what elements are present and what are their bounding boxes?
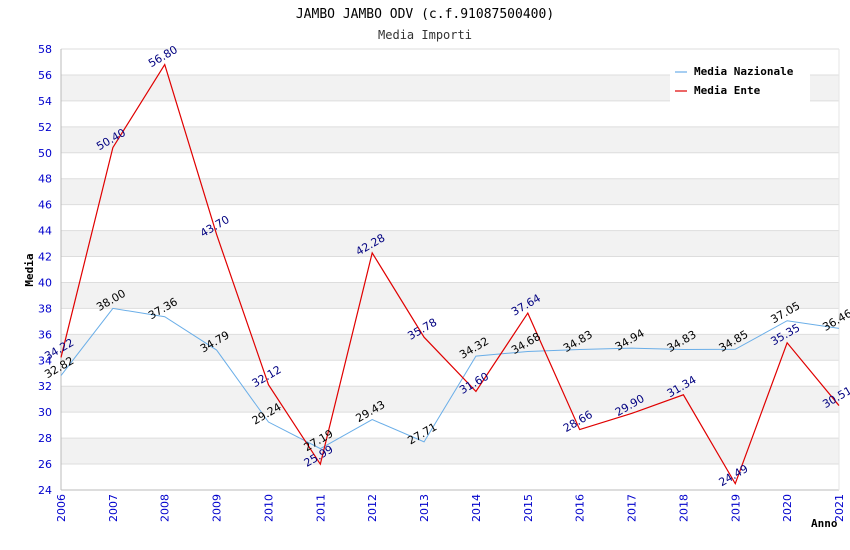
y-tick-labels: 24 26 28 30 32 34 36 38 40 42 44 46 48 50 52 54 56 58 [38, 43, 52, 497]
y-tick-label: 36 [38, 328, 52, 341]
series-line-ente [60, 63, 840, 486]
y-tick-label: 34 [38, 354, 52, 367]
grid-band [61, 256, 839, 283]
y-tick-label: 58 [38, 43, 52, 56]
y-tick-label: 32 [38, 380, 52, 393]
x-tick-label: 2010 [262, 494, 275, 522]
grid-band [61, 230, 839, 257]
legend-label-nazionale: Media Nazionale [694, 65, 794, 78]
grid-band [61, 438, 839, 465]
y-axis-label: Media [23, 253, 36, 286]
grid-band [61, 100, 839, 127]
legend-box [670, 60, 810, 102]
grid-band [61, 152, 839, 179]
axes [60, 49, 840, 491]
grid-bands [61, 48, 839, 491]
y-tick-label: 54 [38, 95, 52, 108]
x-tick-label: 2008 [159, 494, 172, 522]
chart-subtitle: Media Importi [378, 28, 472, 42]
legend: Media Nazionale Media Ente [670, 60, 810, 102]
y-tick-label: 24 [38, 484, 52, 497]
x-tick-label: 2007 [107, 494, 120, 522]
y-tick-label: 40 [38, 276, 52, 289]
x-tick-label: 2021 [833, 494, 846, 522]
y-tick-label: 28 [38, 432, 52, 445]
x-tick-label: 2013 [418, 494, 431, 522]
series-lines [60, 63, 840, 486]
y-tick-label: 56 [38, 69, 52, 82]
y-tick-label: 26 [38, 458, 52, 471]
y-tick-label: 38 [38, 302, 52, 315]
x-tick-label: 2006 [55, 494, 68, 522]
x-tick-labels: 2006 2007 2008 2009 2010 2011 2012 2013 2014 2015… [55, 494, 846, 522]
chart-title: JAMBO JAMBO ODV (c.f.91087500400) [296, 7, 554, 22]
y-tick-label: 50 [38, 147, 52, 160]
y-tick-label: 52 [38, 121, 52, 134]
x-tick-label: 2009 [211, 494, 224, 522]
grid-band [61, 126, 839, 153]
grid-band [61, 282, 839, 309]
y-tick-label: 46 [38, 199, 52, 212]
x-tick-label: 2014 [470, 494, 483, 522]
x-tick-label: 2017 [626, 494, 639, 522]
x-tick-label: 2012 [366, 494, 379, 522]
grid-band [61, 464, 839, 490]
x-tick-label: 2020 [781, 494, 794, 522]
grid-band [61, 178, 839, 205]
x-tick-label: 2016 [574, 494, 587, 522]
y-tick-label: 44 [38, 225, 52, 238]
x-tick-label: 2015 [522, 494, 535, 522]
grid-band [61, 412, 839, 439]
grid-band [61, 334, 839, 361]
series-line-nazionale [60, 307, 840, 450]
y-tick-label: 48 [38, 173, 52, 186]
grid-band [61, 308, 839, 335]
grid-band [61, 204, 839, 231]
x-axis-label: Anno [811, 517, 838, 530]
y-tick-label: 42 [38, 251, 52, 264]
x-tick-label: 2018 [677, 494, 690, 522]
legend-label-ente: Media Ente [694, 84, 761, 97]
x-tick-label: 2011 [314, 494, 327, 522]
x-tick-label: 2019 [729, 494, 742, 522]
y-tick-label: 30 [38, 406, 52, 419]
